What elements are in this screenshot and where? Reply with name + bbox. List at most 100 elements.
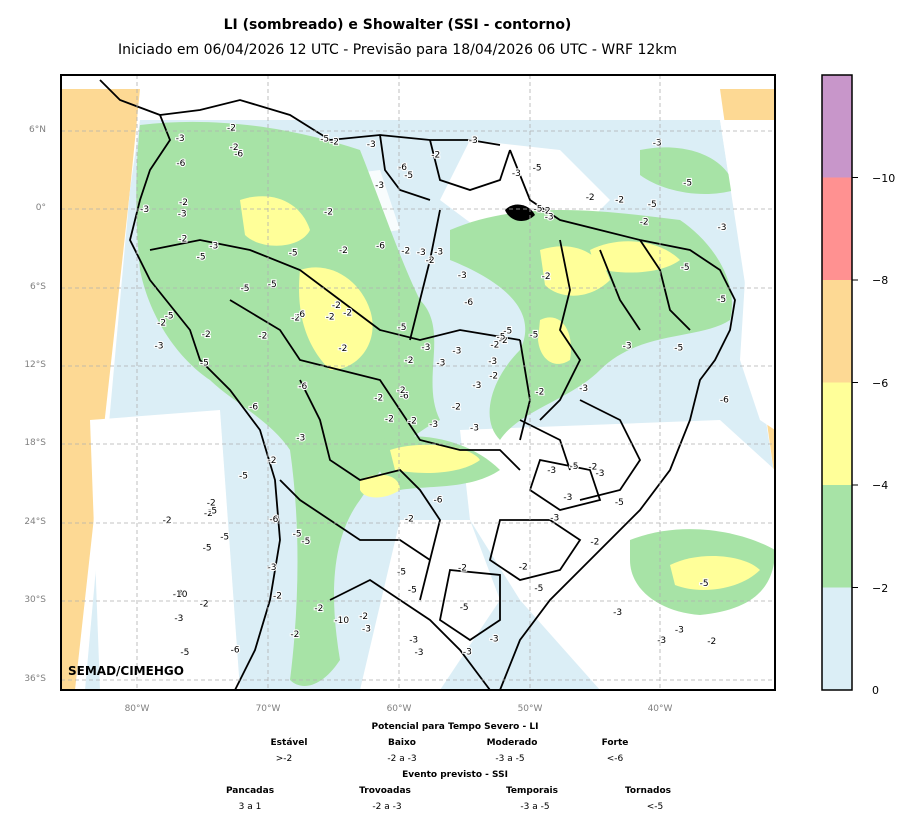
- ssi-contour-label: -2: [490, 341, 499, 351]
- ssi-contour-label: -2: [268, 456, 277, 466]
- ssi-contour-label: -3: [470, 424, 479, 434]
- ssi-contour-label: -6: [398, 163, 407, 173]
- lat-tick: 6°N: [29, 125, 46, 135]
- colorbar: [822, 75, 858, 690]
- chart-title: LI (sombreado) e Showalter (SSI - contor…: [223, 17, 572, 33]
- ssi-category-name: Pancadas: [225, 786, 275, 796]
- ssi-contour-label: -2: [230, 143, 239, 153]
- ssi-contour-label: -5: [203, 543, 212, 553]
- colorbar-segment: [822, 587, 852, 690]
- ssi-contour-label: -3: [488, 357, 497, 367]
- colorbar-label: −8: [872, 274, 889, 287]
- ssi-contour-label: -2: [640, 218, 649, 228]
- ssi-contour-label: -2: [291, 314, 300, 324]
- lat-tick: 0°: [35, 203, 46, 213]
- ssi-contour-label: -5: [268, 280, 277, 290]
- ssi-contour-label: -6: [464, 298, 473, 308]
- ssi-contour-label: -5: [648, 200, 657, 210]
- ssi-contour-label: -3: [296, 433, 305, 443]
- ssi-contour-label: -5: [615, 498, 624, 508]
- ssi-contour-label: -3: [469, 136, 478, 146]
- ssi-contour-label: -2: [338, 344, 347, 354]
- ssi-contour-label: -3: [417, 248, 426, 258]
- ssi-contour-label: -2: [339, 246, 348, 256]
- colorbar-segment: [822, 75, 852, 178]
- ssi-contour-label: -3: [613, 608, 622, 618]
- ssi-contour-label: -3: [563, 493, 572, 503]
- ssi-category-range: -2 a -3: [372, 802, 402, 812]
- ssi-contour-label: -3: [174, 614, 183, 624]
- colorbar-label: −6: [872, 377, 889, 390]
- ssi-contour-label: -5: [404, 171, 413, 181]
- ssi-contour-label: -2: [157, 319, 166, 329]
- ssi-contour-label: -6: [249, 403, 258, 413]
- lon-tick: 60°W: [386, 704, 412, 714]
- lat-tick: 12°S: [24, 360, 46, 370]
- ssi-contour-label: -5: [460, 603, 469, 613]
- colorbar-label: 0: [872, 684, 879, 697]
- colorbar-segment: [822, 485, 852, 588]
- ssi-contour-label: -3: [140, 205, 149, 215]
- ssi-contour-label: -5: [529, 330, 538, 340]
- ssi-contour-label: -3: [434, 248, 443, 258]
- map-frame: [60, 74, 776, 691]
- ssi-contour-label: -5: [220, 533, 229, 543]
- ssi-contour-label: -5: [289, 249, 298, 259]
- lon-tick: 70°W: [255, 704, 281, 714]
- ssi-contour-labels: -3-5-6-3-2-5-5-3-2-3-6-2-5-3-2-2-6-2-6-5…: [139, 122, 730, 659]
- chart-subtitle: Iniciado em 06/04/2026 12 UTC - Previsão…: [117, 42, 678, 58]
- ssi-contour-label: -3: [421, 343, 430, 353]
- ssi-contour-label: -6: [176, 159, 185, 169]
- ssi-contour-label: -5: [239, 472, 248, 482]
- ssi-contour-label: -2: [401, 246, 410, 256]
- ssi-contour-label: -2: [314, 604, 323, 614]
- colorbar-label: −2: [872, 582, 889, 595]
- ssi-contour-label: -3: [463, 648, 472, 658]
- ssi-contour-label: -2: [458, 563, 467, 573]
- lat-tick: 6°S: [30, 282, 46, 292]
- ssi-contour-label: -3: [490, 634, 499, 644]
- ssi-contour-label: -3: [718, 223, 727, 233]
- ssi-contour-label: -2: [290, 630, 299, 640]
- ssi-contour-label: -5: [398, 323, 407, 333]
- colorbar-segment: [822, 382, 852, 485]
- ssi-contour-label: -3: [472, 381, 481, 391]
- ssi-contour-label: -3: [178, 210, 187, 220]
- ssi-contour-label: -2: [332, 301, 341, 311]
- ssi-contour-label: -3: [375, 181, 384, 191]
- ssi-contour-label: -3: [657, 636, 666, 646]
- ssi-contour-label: -2: [405, 356, 414, 366]
- ssi-contour-label: -5: [674, 343, 683, 353]
- colorbar-label: −4: [872, 479, 889, 492]
- ssi-contour-label: -6: [400, 391, 409, 401]
- ssi-contour-label: -2: [408, 416, 417, 426]
- ssi-contour-label: -2: [590, 538, 599, 548]
- ssi-contour-label: -3: [579, 384, 588, 394]
- li-category-name: Estável: [270, 738, 308, 748]
- ssi-category-name: Trovoadas: [359, 786, 411, 796]
- ssi-contour-label: -5: [717, 295, 726, 305]
- credit-label: SEMAD/CIMEHGO: [68, 664, 184, 678]
- ssi-contour-label: -6: [234, 150, 243, 160]
- ssi-contour-label: -6: [298, 382, 307, 392]
- lat-tick: 18°S: [24, 438, 46, 448]
- ssi-contour-label: -3: [174, 589, 183, 599]
- ssi-contour-label: -2: [499, 336, 508, 346]
- li-category-name: Forte: [601, 738, 629, 748]
- ssi-contour-label: -3: [268, 563, 277, 573]
- ssi-contour-label: -3: [596, 469, 605, 479]
- ssi-contour-label: -2: [326, 313, 335, 323]
- ssi-contour-label: -5: [208, 507, 217, 517]
- ssi-contour-label: -5: [397, 567, 406, 577]
- ssi-contour-label: -2: [163, 516, 172, 526]
- ssi-contour-label: -2: [343, 309, 352, 319]
- ssi-contour-label: -5: [570, 462, 579, 472]
- ssi-contour-label: -2: [489, 372, 498, 382]
- ssi-contour-label: -5: [241, 284, 250, 294]
- ssi-contour-label: -2: [542, 272, 551, 282]
- colorbar-label: −10: [872, 172, 896, 185]
- ssi-contour-label: -2: [431, 151, 440, 161]
- ssi-category-range: 3 a 1: [238, 802, 262, 812]
- ssi-contour-label: -2: [207, 499, 216, 509]
- ssi-contour-label: -3: [452, 346, 461, 356]
